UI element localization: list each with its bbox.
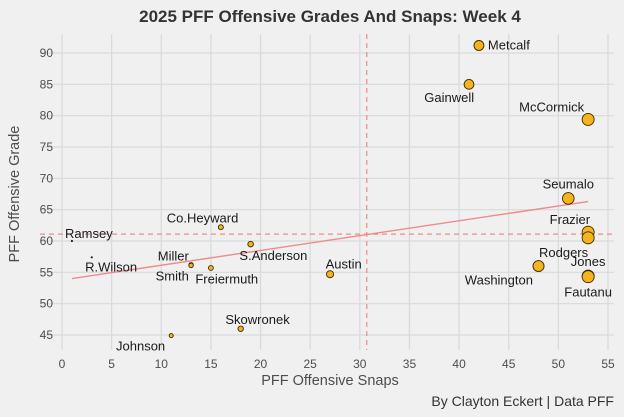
- point-labels-layer: Metcalf Gainwell McCormick Seumalo Frazier Ro…: [65, 37, 612, 353]
- x-tick-label: 0: [59, 357, 66, 371]
- x-tick-label: 20: [254, 357, 268, 371]
- x-tick-label: 40: [452, 357, 466, 371]
- point-label: Smith: [156, 269, 189, 284]
- data-point: [581, 112, 595, 126]
- x-tick-label: 15: [204, 357, 218, 371]
- point-label: Johnson: [116, 339, 165, 354]
- point-label: Ramsey: [65, 226, 113, 241]
- y-tick-label: 45: [40, 328, 54, 342]
- x-tick-label: 50: [552, 357, 566, 371]
- point-label: Fautanu: [564, 285, 612, 300]
- x-tick-label: 25: [304, 357, 318, 371]
- y-tick-label: 70: [40, 171, 54, 185]
- y-tick-label: 60: [40, 234, 54, 248]
- x-tick-label: 45: [502, 357, 516, 371]
- trend-line-layer: [71, 200, 589, 280]
- point-label: Jones: [571, 254, 606, 269]
- data-point: [237, 325, 244, 332]
- data-point: [326, 270, 335, 279]
- point-label: Seumalo: [543, 177, 594, 192]
- y-tick-label: 75: [40, 140, 54, 154]
- point-label: Washington: [465, 273, 533, 288]
- data-point: [463, 79, 475, 90]
- data-point: [473, 40, 485, 51]
- point-label: Skowronek: [225, 312, 290, 327]
- point-label: McCormick: [519, 99, 584, 114]
- x-tick-labels: 0 5 10 15 20 25 30 35 40 45 50 55: [59, 357, 615, 371]
- point-label: Co.Heyward: [167, 211, 239, 226]
- x-tick-label: 35: [403, 357, 417, 371]
- data-point: [581, 270, 595, 284]
- y-tick-label: 65: [40, 203, 54, 217]
- point-label: R.Wilson: [85, 260, 137, 275]
- point-label: S.Anderson: [239, 248, 307, 263]
- point-label: Rodgers: [539, 245, 589, 260]
- point-label: Gainwell: [424, 90, 474, 105]
- y-tick-labels: 45 50 55 60 65 70 75 80 85 90: [40, 46, 54, 342]
- data-point: [532, 260, 545, 273]
- x-tick-label: 5: [108, 357, 115, 371]
- grid: [40, 34, 614, 350]
- data-point: [208, 265, 214, 271]
- data-point: [188, 262, 194, 269]
- trend-line: [71, 200, 589, 280]
- data-point: [247, 240, 254, 248]
- data-point: [70, 239, 74, 243]
- data-point: [217, 224, 224, 231]
- y-tick-label: 85: [40, 77, 54, 91]
- y-tick-label: 55: [40, 265, 54, 279]
- y-tick-label: 80: [40, 109, 54, 123]
- y-tick-label: 90: [40, 46, 54, 60]
- x-tick-label: 10: [155, 357, 169, 371]
- data-point: [562, 192, 575, 205]
- y-tick-label: 50: [40, 297, 54, 311]
- x-axis-title: PFF Offensive Snaps: [261, 373, 399, 389]
- points-layer: [70, 40, 595, 339]
- x-tick-label: 30: [353, 357, 367, 371]
- x-tick-label: 55: [601, 357, 615, 371]
- data-point: [90, 256, 93, 259]
- point-label: Freiermuth: [195, 271, 258, 286]
- chart-title: 2025 PFF Offensive Grades And Snaps: Wee…: [139, 7, 521, 26]
- point-label: Miller: [158, 249, 190, 264]
- chart-caption: By Clayton Eckert | Data PFF: [431, 393, 614, 409]
- y-axis-title: PFF Offensive Grade: [7, 126, 23, 263]
- data-point: [168, 333, 174, 339]
- data-point: [581, 231, 595, 245]
- point-label: Frazier: [550, 212, 591, 227]
- point-label: Austin: [326, 257, 362, 272]
- point-label: Metcalf: [488, 37, 530, 52]
- reference-lines: [40, 34, 614, 350]
